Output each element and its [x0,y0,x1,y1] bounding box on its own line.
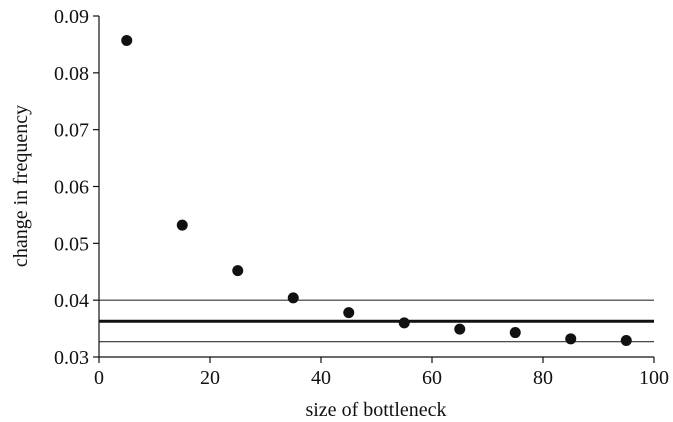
y-axis-label: change in frequency [10,105,32,267]
y-tick-label: 0.07 [54,120,89,142]
y-axis-ticks: 0.03 0.04 0.05 0.06 0.07 0.08 0.09 [54,6,99,369]
x-tick-label: 20 [200,367,220,389]
x-tick-label: 40 [311,367,331,389]
data-points [121,34,632,347]
plot-area: 0.03 0.04 0.05 0.06 0.07 0.08 0.09 0 20 40 60 80 10… [54,6,669,389]
x-axis-label: size of bottleneck [305,399,446,421]
y-tick-label: 0.06 [54,177,89,199]
data-point [121,34,133,46]
y-tick-label: 0.09 [54,6,89,28]
y-tick-label: 0.08 [54,63,89,85]
y-tick-label: 0.04 [54,290,89,312]
x-tick-label: 100 [639,367,669,389]
x-tick-label: 60 [422,367,442,389]
data-point [565,333,577,345]
x-axis-ticks: 0 20 40 60 80 100 [94,357,669,389]
data-point [232,265,244,277]
y-tick-label: 0.03 [54,347,89,369]
data-point [176,219,188,231]
data-point [509,327,521,339]
data-point [343,307,355,319]
reference-lines [99,299,654,343]
data-point [398,317,410,329]
x-tick-label: 0 [94,367,104,389]
data-point [454,323,466,335]
data-point [620,335,632,347]
y-tick-label: 0.05 [54,233,89,255]
data-point [287,292,299,304]
x-tick-label: 80 [533,367,553,389]
